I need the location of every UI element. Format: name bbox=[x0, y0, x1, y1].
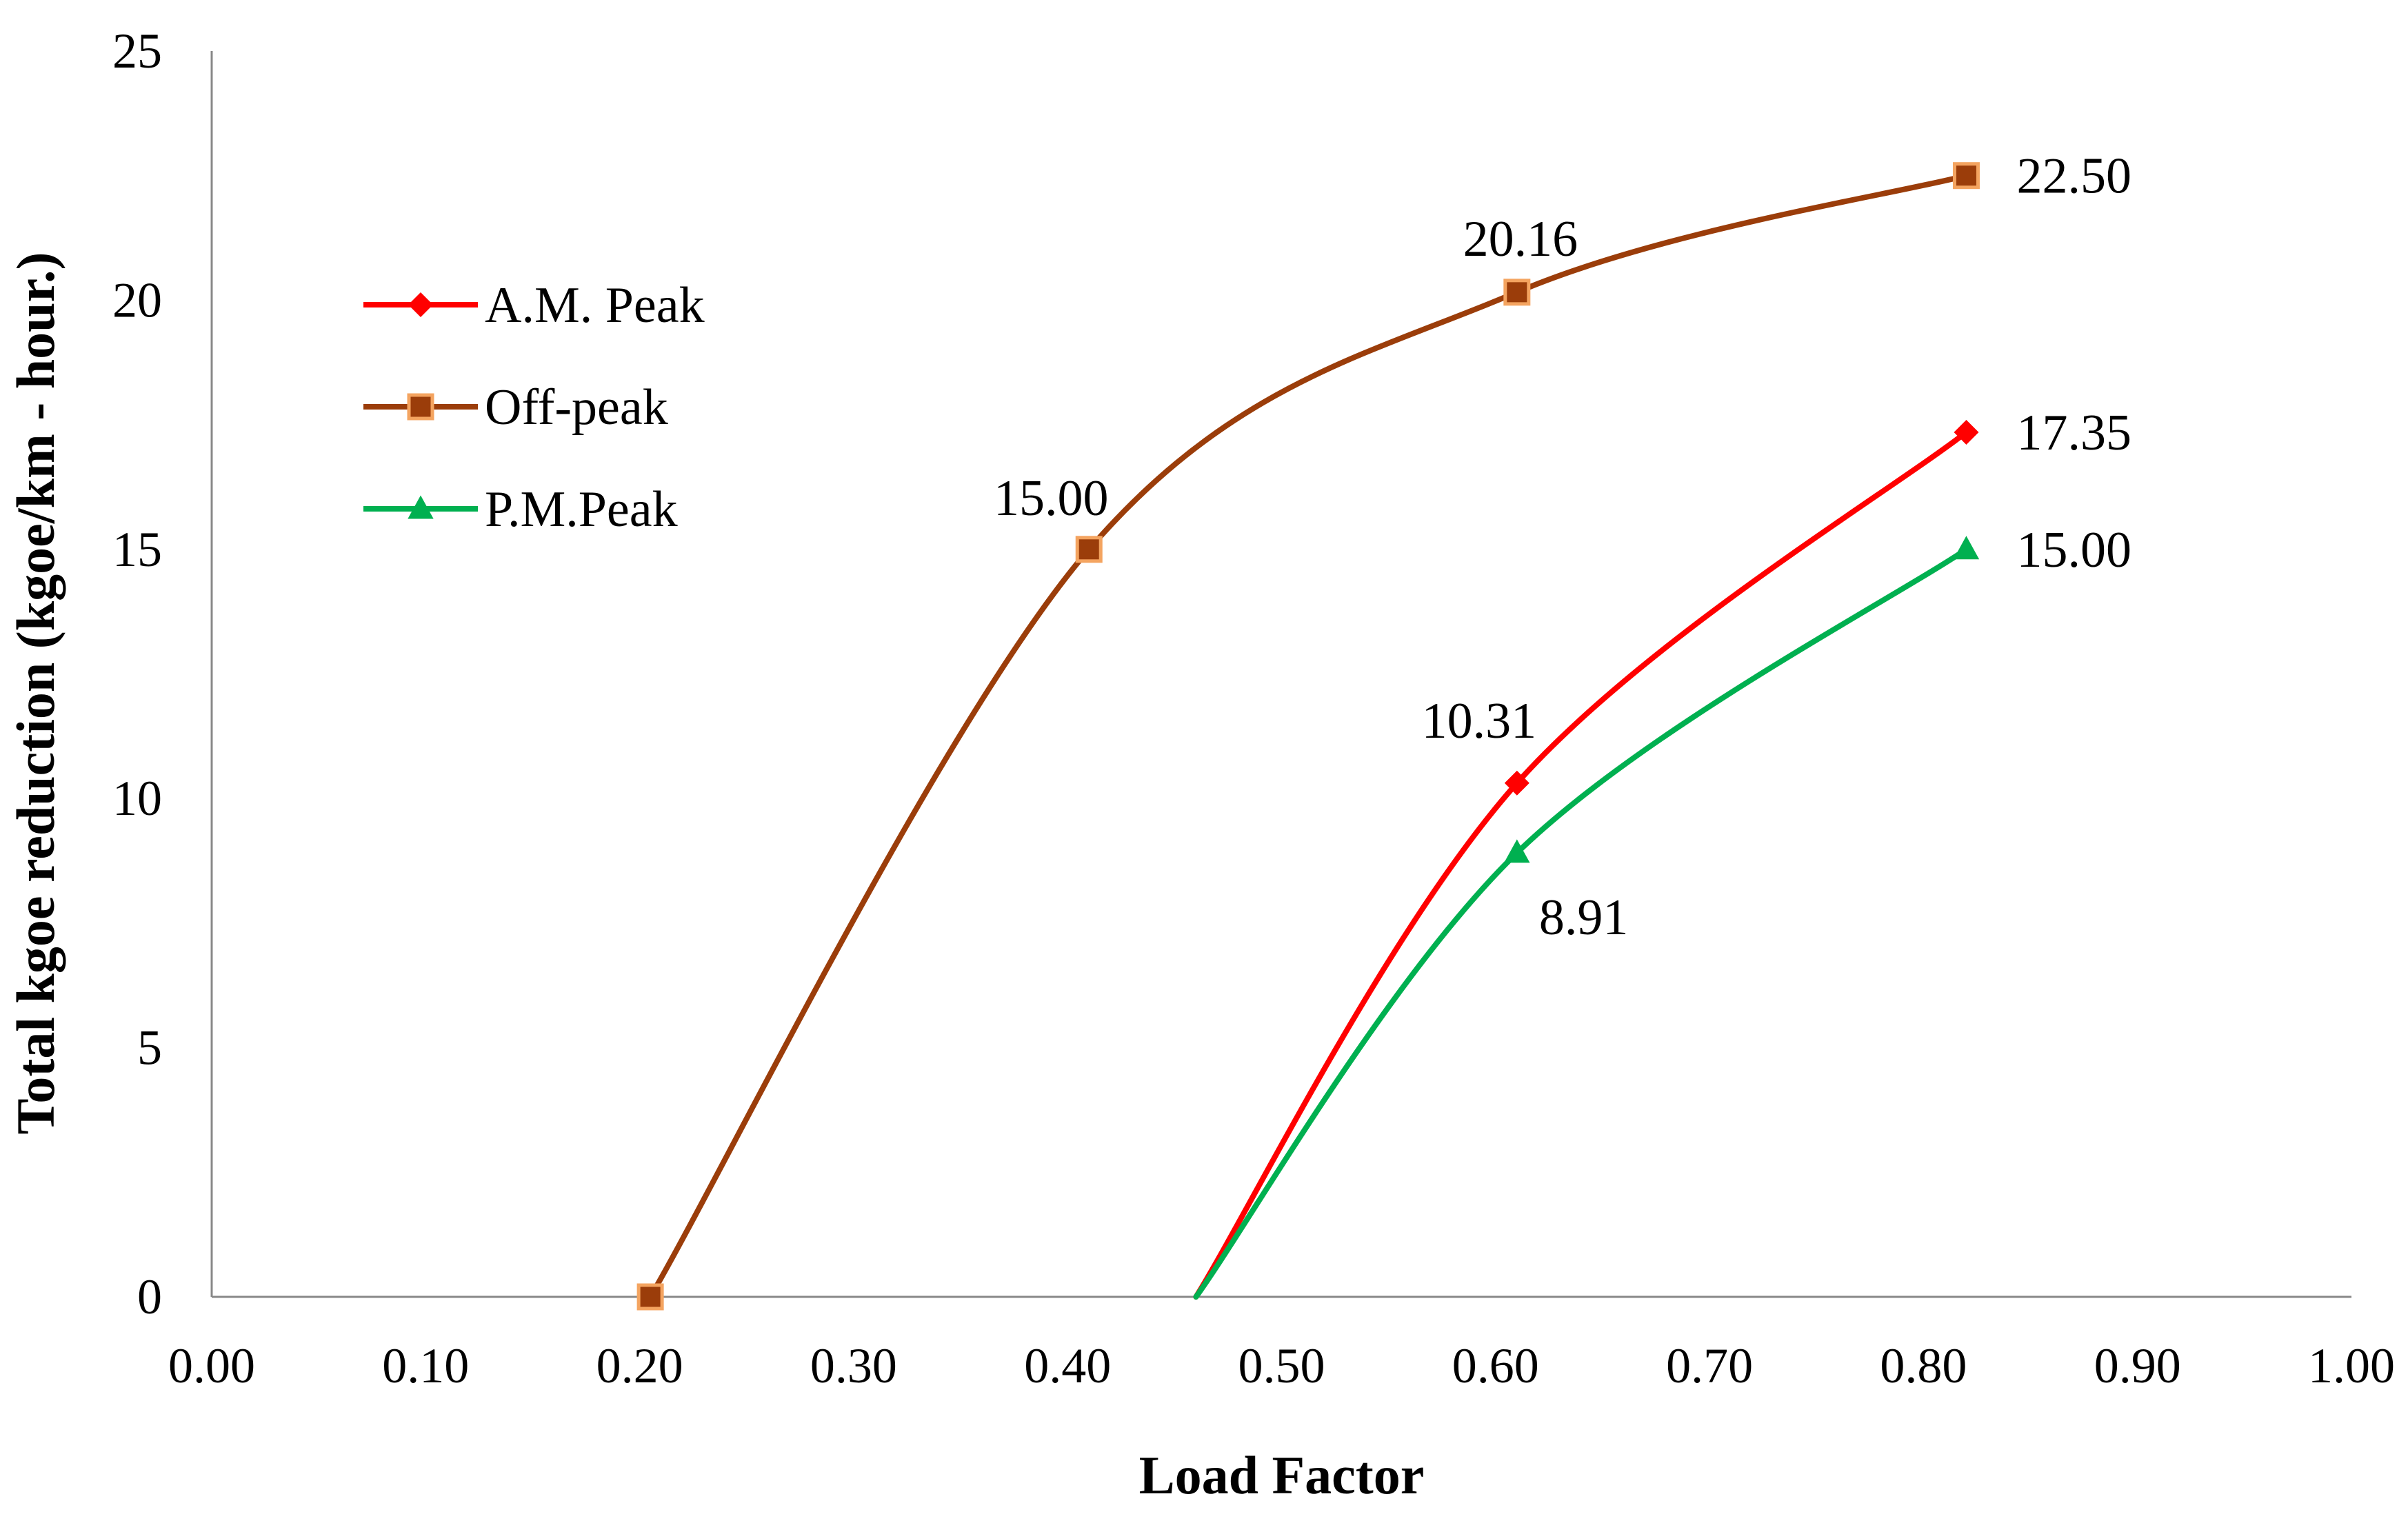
legend-entry: Off-peak bbox=[363, 379, 668, 436]
series-lines bbox=[636, 162, 1980, 1311]
legend-entry: P.M.Peak bbox=[363, 481, 678, 538]
triangle-marker bbox=[1953, 536, 1980, 560]
legend-label: Off-peak bbox=[485, 379, 668, 436]
diamond-marker bbox=[408, 292, 433, 317]
square-marker bbox=[1503, 279, 1531, 306]
legend-label: P.M.Peak bbox=[485, 481, 678, 538]
triangle-marker bbox=[408, 495, 434, 519]
legend-label: A.M. Peak bbox=[485, 277, 705, 334]
x-tick-label: 0.10 bbox=[382, 1338, 469, 1393]
triangle-marker bbox=[1504, 839, 1530, 863]
data-label: 22.50 bbox=[2016, 148, 2131, 205]
x-tick-label: 0.70 bbox=[1666, 1338, 1753, 1393]
data-labels: 10.31 17.35 15.00 20.16 22.50 8.91 15.00 bbox=[994, 148, 2131, 946]
series-line bbox=[1193, 429, 1969, 1300]
x-tick-label: 0.40 bbox=[1024, 1338, 1111, 1393]
data-label: 20.16 bbox=[1463, 211, 1578, 268]
square-marker bbox=[1952, 162, 1980, 190]
y-tick-label: 0 bbox=[137, 1269, 162, 1324]
y-tick-label: 10 bbox=[112, 771, 162, 826]
series-line bbox=[648, 172, 1969, 1300]
legend-entry: A.M. Peak bbox=[363, 277, 705, 334]
y-tick-label: 20 bbox=[112, 272, 162, 327]
square-marker bbox=[1075, 536, 1103, 563]
y-tick-label: 25 bbox=[112, 23, 162, 79]
data-label: 10.31 bbox=[1422, 693, 1537, 749]
x-tick-label: 0.30 bbox=[810, 1338, 897, 1393]
x-tick-label: 0.50 bbox=[1238, 1338, 1325, 1393]
y-axis-title: Total kgoe reduction (kgoe/km - hour.) bbox=[6, 252, 66, 1135]
series-off-peak bbox=[636, 162, 1980, 1311]
axes bbox=[210, 51, 2351, 1298]
diamond-marker bbox=[1504, 770, 1529, 796]
data-label: 17.35 bbox=[2016, 405, 2131, 461]
x-tick-label: 0.00 bbox=[168, 1338, 255, 1393]
diamond-marker bbox=[1954, 419, 1979, 445]
tick-labels: 0.00 0.10 0.20 0.30 0.40 0.50 0.60 0.70 0.80 0.90… bbox=[112, 23, 2395, 1393]
square-marker bbox=[407, 393, 434, 421]
x-tick-label: 0.90 bbox=[2094, 1338, 2181, 1393]
square-marker bbox=[636, 1283, 664, 1311]
x-axis-title: Load Factor bbox=[1139, 1445, 1425, 1505]
y-tick-label: 5 bbox=[137, 1020, 162, 1076]
legend: A.M. Peak Off-peak P.M.Peak bbox=[363, 277, 705, 538]
y-tick-label: 15 bbox=[112, 522, 162, 577]
x-tick-label: 0.60 bbox=[1452, 1338, 1539, 1393]
x-tick-label: 0.20 bbox=[596, 1338, 683, 1393]
series-a-m-peak bbox=[1193, 419, 1979, 1300]
x-tick-label: 1.00 bbox=[2308, 1338, 2395, 1393]
series-p-m-peak bbox=[1193, 536, 1980, 1300]
x-tick-label: 0.80 bbox=[1880, 1338, 1967, 1393]
data-label: 8.91 bbox=[1539, 889, 1629, 946]
data-label: 15.00 bbox=[2016, 522, 2131, 578]
data-label: 15.00 bbox=[994, 470, 1109, 527]
